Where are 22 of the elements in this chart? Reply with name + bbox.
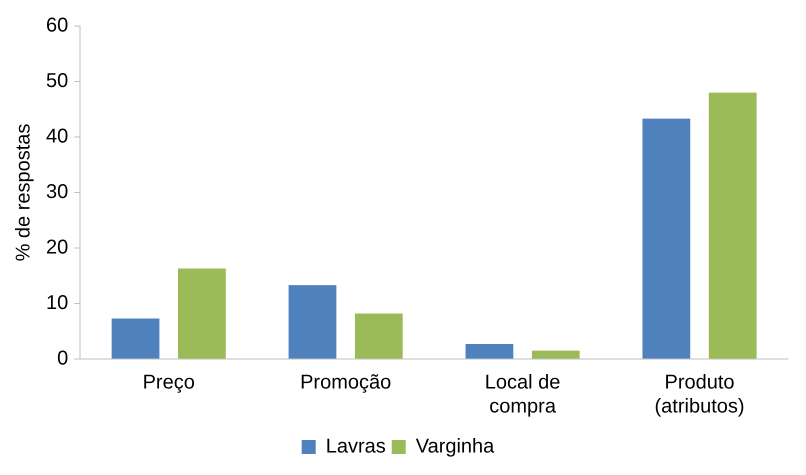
bar	[532, 350, 580, 358]
y-tick-label: 50	[46, 70, 68, 92]
bar	[466, 344, 514, 358]
x-tick-label: Preço	[142, 372, 195, 394]
x-tick-label: Promoção	[300, 372, 392, 394]
bar	[642, 118, 690, 358]
y-tick-label: 40	[46, 126, 68, 148]
bar	[708, 92, 757, 358]
x-tick-label: Local de compra	[484, 372, 560, 418]
legend-label: Lavras	[326, 436, 386, 458]
y-tick-label: 30	[46, 181, 68, 204]
legend-label: Varginha	[416, 436, 496, 458]
y-tick-label: 60	[46, 14, 68, 37]
bar	[354, 313, 403, 358]
x-tick-label: Produto (atributos)	[654, 372, 745, 418]
bar	[288, 285, 336, 358]
y-tick-label: 20	[46, 236, 68, 259]
bar	[112, 318, 160, 358]
y-axis-title: % de respostas	[12, 124, 35, 262]
y-tick-label: 10	[46, 292, 68, 314]
y-tick-label: 0	[57, 348, 68, 370]
bar	[178, 268, 226, 358]
